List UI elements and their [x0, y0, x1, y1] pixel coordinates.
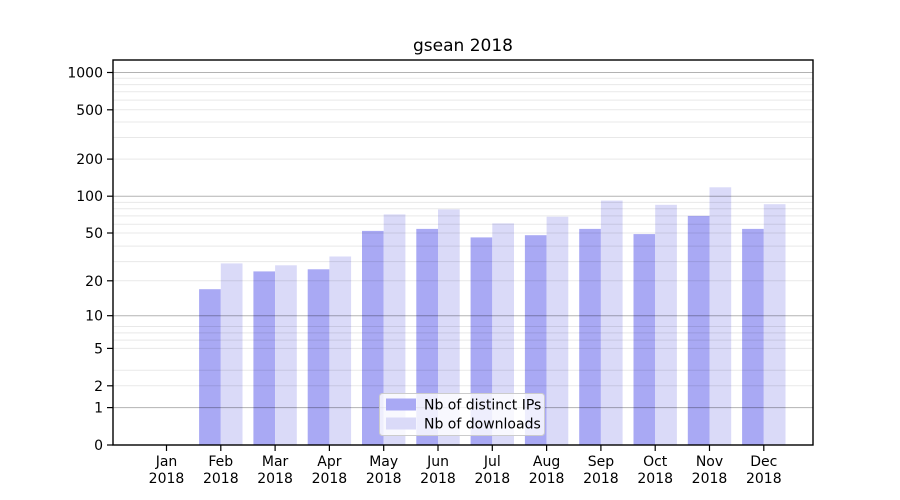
bar-nb-of-downloads-may-2018 — [383, 214, 406, 445]
chart-title: gsean 2018 — [413, 36, 513, 56]
x-tick-label-year-nov-2018: 2018 — [692, 471, 728, 487]
x-tick-label-year-jul-2018: 2018 — [474, 471, 510, 487]
bar-nb-of-distinct-ips-nov-2018 — [687, 215, 710, 445]
y-tick-label-50: 50 — [85, 226, 103, 242]
y-tick-label-100: 100 — [76, 189, 103, 205]
x-tick-label-year-jun-2018: 2018 — [420, 471, 456, 487]
bar-nb-of-downloads-apr-2018 — [329, 256, 352, 445]
bar-nb-of-downloads-mar-2018 — [275, 265, 297, 445]
y-tick-label-5: 5 — [94, 341, 103, 357]
bar-nb-of-distinct-ips-aug-2018 — [524, 235, 547, 445]
bar-nb-of-distinct-ips-feb-2018 — [199, 289, 221, 445]
bar-nb-of-distinct-ips-mar-2018 — [253, 271, 276, 445]
x-tick-label-jun-2018: Jun — [426, 454, 449, 470]
bar-nb-of-distinct-ips-sep-2018 — [579, 228, 601, 445]
bar-nb-of-downloads-jun-2018 — [438, 209, 460, 445]
x-tick-label-year-aug-2018: 2018 — [529, 471, 565, 487]
x-tick-label-may-2018: May — [369, 454, 398, 470]
x-tick-label-year-jan-2018: 2018 — [149, 471, 185, 487]
x-tick-label-dec-2018: Dec — [750, 454, 777, 470]
y-tick-label-0: 0 — [94, 438, 103, 454]
x-tick-label-year-apr-2018: 2018 — [312, 471, 348, 487]
legend-label-downloads: Nb of downloads — [424, 417, 541, 433]
y-tick-label-2: 2 — [94, 379, 103, 395]
bar-nb-of-downloads-dec-2018 — [763, 204, 786, 445]
bar-nb-of-downloads-aug-2018 — [546, 216, 569, 445]
x-tick-label-year-may-2018: 2018 — [366, 471, 402, 487]
bar-nb-of-downloads-feb-2018 — [220, 263, 243, 445]
grid-layer — [113, 72, 813, 409]
legend-label-distinct-ips: Nb of distinct IPs — [424, 398, 541, 414]
x-tick-label-nov-2018: Nov — [696, 454, 723, 470]
legend-swatch-downloads-icon — [386, 417, 416, 430]
x-tick-label-year-mar-2018: 2018 — [257, 471, 293, 487]
x-tick-label-sep-2018: Sep — [588, 454, 615, 470]
legend-swatch-distinct-ips-icon — [386, 398, 416, 411]
bar-nb-of-distinct-ips-may-2018 — [362, 230, 384, 445]
bar-nb-of-distinct-ips-apr-2018 — [307, 269, 330, 445]
x-tick-label-year-sep-2018: 2018 — [583, 471, 619, 487]
bar-nb-of-distinct-ips-dec-2018 — [742, 228, 764, 445]
y-tick-label-200: 200 — [76, 152, 103, 168]
x-tick-label-apr-2018: Apr — [317, 454, 341, 470]
x-tick-label-mar-2018: Mar — [262, 454, 289, 470]
legend: Nb of distinct IPs Nb of downloads — [379, 393, 545, 436]
x-tick-label-year-feb-2018: 2018 — [203, 471, 239, 487]
plot-border — [112, 59, 814, 446]
bar-nb-of-downloads-oct-2018 — [655, 204, 677, 445]
x-tick-label-jan-2018: Jan — [155, 454, 178, 470]
x-tick-label-feb-2018: Feb — [208, 454, 233, 470]
x-tick-label-year-oct-2018: 2018 — [637, 471, 673, 487]
y-tick-label-1000: 1000 — [67, 66, 103, 82]
legend-box — [379, 393, 545, 436]
y-tick-label-10: 10 — [85, 309, 103, 325]
x-tick-label-jul-2018: Jul — [483, 454, 501, 470]
bar-nb-of-downloads-jul-2018 — [492, 223, 514, 445]
bar-nb-of-distinct-ips-oct-2018 — [633, 234, 656, 445]
x-tick-label-oct-2018: Oct — [643, 454, 668, 470]
x-tick-label-year-dec-2018: 2018 — [746, 471, 782, 487]
bar-nb-of-distinct-ips-jun-2018 — [416, 228, 438, 445]
axes-layer: 01251020501002005001000Jan2018Feb2018Mar… — [67, 66, 781, 488]
x-tick-label-aug-2018: Aug — [533, 454, 560, 470]
y-tick-label-1: 1 — [94, 401, 103, 417]
bar-nb-of-downloads-nov-2018 — [709, 187, 732, 446]
y-tick-label-500: 500 — [76, 103, 103, 119]
bar-nb-of-downloads-sep-2018 — [600, 200, 623, 445]
y-tick-label-20: 20 — [85, 274, 103, 290]
bars-layer — [199, 187, 786, 446]
